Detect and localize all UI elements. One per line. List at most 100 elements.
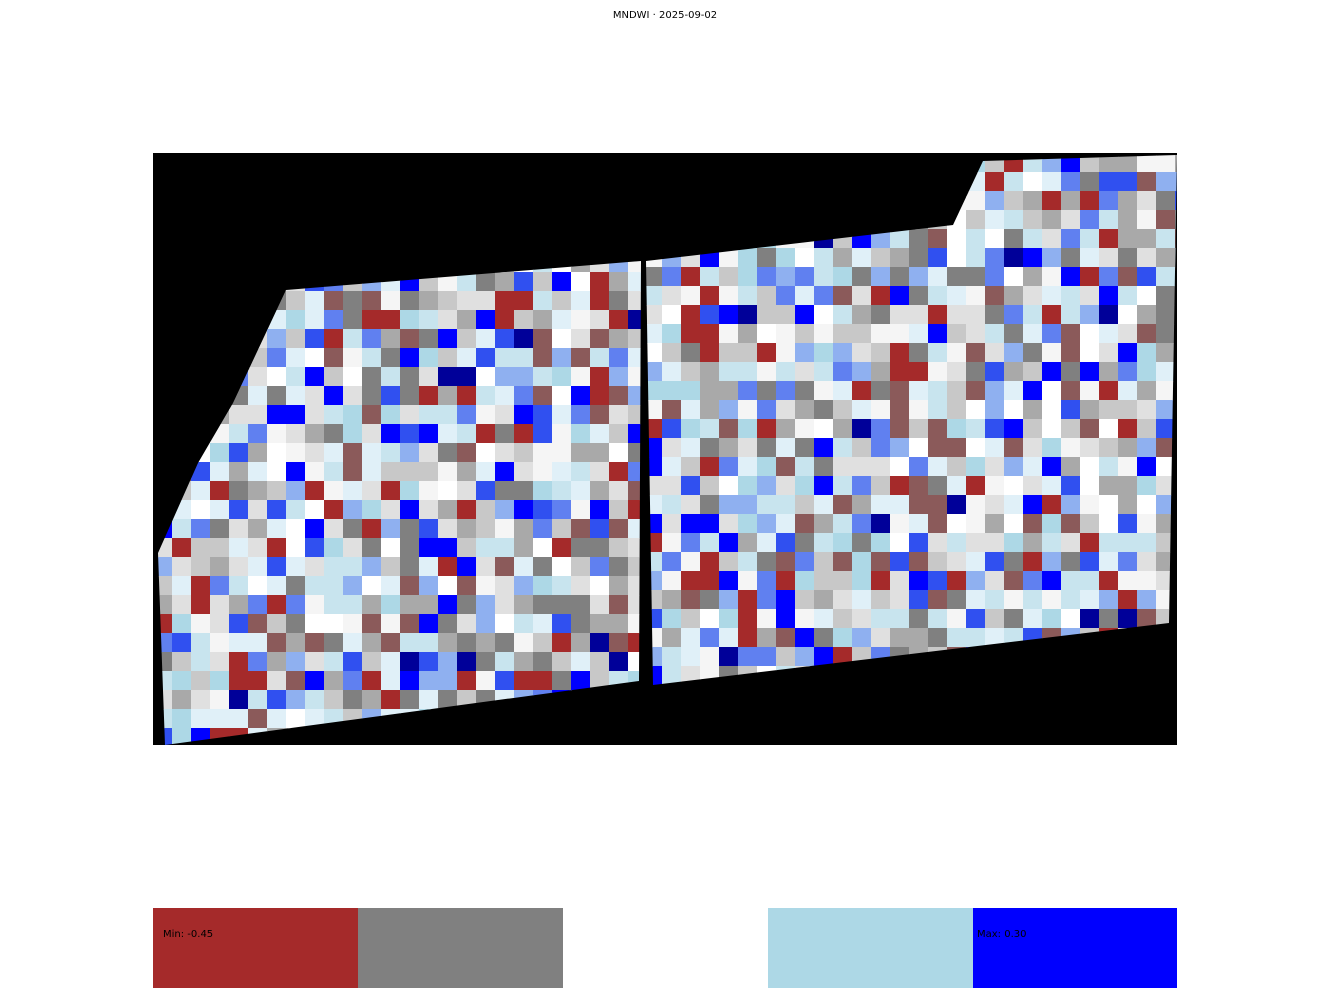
raster-pixel xyxy=(700,457,720,477)
raster-pixel xyxy=(814,609,834,629)
raster-pixel xyxy=(700,476,720,496)
raster-pixel xyxy=(738,590,758,610)
raster-pixel xyxy=(571,310,591,330)
raster-pixel xyxy=(419,671,439,691)
raster-pixel xyxy=(795,381,815,401)
raster-pixel xyxy=(1137,457,1157,477)
raster-pixel xyxy=(1099,229,1119,249)
raster-pixel xyxy=(681,514,701,534)
raster-pixel xyxy=(1061,533,1081,553)
raster-pixel xyxy=(476,462,496,482)
raster-pixel xyxy=(267,462,287,482)
raster-pixel xyxy=(1061,172,1081,192)
raster-pixel xyxy=(400,310,420,330)
raster-pixel xyxy=(681,495,701,515)
raster-pixel xyxy=(533,576,553,596)
raster-pixel xyxy=(495,348,515,368)
raster-pixel xyxy=(514,519,534,539)
raster-pixel xyxy=(1099,248,1119,268)
raster-pixel xyxy=(1137,172,1157,192)
raster-pixel xyxy=(1080,381,1100,401)
raster-pixel xyxy=(609,652,629,672)
raster-pixel xyxy=(1099,590,1119,610)
raster-pixel xyxy=(928,286,948,306)
raster-pixel xyxy=(852,514,872,534)
raster-pixel xyxy=(457,367,477,387)
raster-pixel xyxy=(533,367,553,387)
raster-pixel xyxy=(966,343,986,363)
raster-pixel xyxy=(662,628,682,648)
raster-pixel xyxy=(928,438,948,458)
raster-pixel xyxy=(419,424,439,444)
raster-pixel xyxy=(1156,457,1176,477)
raster-pixel xyxy=(871,495,891,515)
raster-pixel xyxy=(719,609,739,629)
raster-pixel xyxy=(776,305,796,325)
raster-pixel xyxy=(571,405,591,425)
raster-pixel xyxy=(305,614,325,634)
raster-pixel xyxy=(191,709,211,729)
raster-pixel xyxy=(343,690,363,710)
raster-pixel xyxy=(852,305,872,325)
raster-pixel xyxy=(700,514,720,534)
raster-pixel xyxy=(343,538,363,558)
raster-pixel xyxy=(795,571,815,591)
raster-pixel xyxy=(210,500,230,520)
raster-pixel xyxy=(1099,400,1119,420)
raster-pixel xyxy=(609,576,629,596)
raster-pixel xyxy=(362,576,382,596)
raster-pixel xyxy=(985,438,1005,458)
raster-pixel xyxy=(966,381,986,401)
raster-pixel xyxy=(681,628,701,648)
raster-pixel xyxy=(909,495,929,515)
raster-pixel xyxy=(1042,457,1062,477)
raster-pixel xyxy=(1118,210,1138,230)
raster-pixel xyxy=(795,324,815,344)
raster-pixel xyxy=(814,248,834,268)
raster-pixel xyxy=(419,481,439,501)
raster-pixel xyxy=(814,267,834,287)
raster-pixel xyxy=(552,671,572,691)
raster-pixel xyxy=(419,386,439,406)
raster-pixel xyxy=(533,329,553,349)
raster-pixel xyxy=(533,538,553,558)
raster-pixel xyxy=(852,343,872,363)
raster-pixel xyxy=(1137,495,1157,515)
raster-pixel xyxy=(438,633,458,653)
raster-pixel xyxy=(1004,476,1024,496)
raster-pixel xyxy=(552,405,572,425)
raster-pixel xyxy=(909,590,929,610)
raster-pixel xyxy=(362,348,382,368)
raster-pixel xyxy=(229,462,249,482)
raster-pixel xyxy=(871,533,891,553)
raster-pixel xyxy=(909,229,929,249)
raster-pixel xyxy=(191,614,211,634)
raster-pixel xyxy=(1137,552,1157,572)
raster-pixel xyxy=(909,362,929,382)
raster-pixel xyxy=(681,647,701,667)
raster-pixel xyxy=(495,633,515,653)
raster-pixel xyxy=(571,614,591,634)
raster-pixel xyxy=(1118,172,1138,192)
raster-pixel xyxy=(362,690,382,710)
raster-pixel xyxy=(871,267,891,287)
raster-pixel xyxy=(248,652,268,672)
raster-pixel xyxy=(495,329,515,349)
raster-pixel xyxy=(852,438,872,458)
raster-pixel xyxy=(646,324,663,344)
raster-pixel xyxy=(700,590,720,610)
raster-pixel xyxy=(871,248,891,268)
raster-pixel xyxy=(438,386,458,406)
raster-pixel xyxy=(1061,229,1081,249)
raster-pixel xyxy=(985,457,1005,477)
raster-pixel xyxy=(871,514,891,534)
raster-pixel xyxy=(514,291,534,311)
raster-pixel xyxy=(1004,495,1024,515)
raster-pixel xyxy=(305,310,325,330)
raster-pixel xyxy=(985,191,1005,211)
raster-pixel xyxy=(719,400,739,420)
raster-pixel xyxy=(1023,571,1043,591)
raster-pixel xyxy=(628,576,641,596)
raster-pixel xyxy=(700,267,720,287)
raster-pixel xyxy=(381,671,401,691)
